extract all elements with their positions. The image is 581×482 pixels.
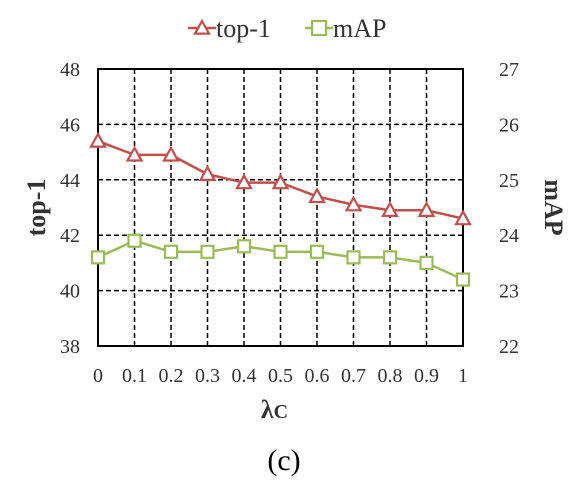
data-point-top-1 [417, 201, 436, 217]
y-axis-right-ticks: 22 23 24 25 26 27 [499, 59, 519, 358]
plot-frame [97, 68, 464, 347]
data-point-top-1 [235, 173, 253, 190]
x-axis-ticks: 0 0.1 0.2 0.3 0.4 0.5 0.6 0.7 0.8 0.9 1 [93, 365, 468, 387]
data-point-map [273, 244, 288, 259]
x-axis-tick-label: 0.7 [341, 365, 366, 387]
x-axis-tick-label: 0.4 [232, 365, 257, 387]
y-axis-right-title: mAP [539, 179, 568, 235]
data-point-top-1 [271, 173, 290, 190]
data-point-map [419, 255, 434, 270]
legend-item-map: mAP [305, 14, 386, 43]
data-point-map [163, 244, 179, 259]
figure-caption: (c) [267, 444, 300, 477]
y-axis-left-tick-label: 46 [60, 114, 80, 136]
y-axis-right-tick-label: 24 [499, 225, 519, 247]
y-axis-right-tick-label: 25 [499, 170, 519, 192]
data-point-map [90, 250, 106, 265]
legend-label-map: mAP [333, 14, 386, 43]
data-point-map [200, 244, 215, 259]
y-axis-left-title: top-1 [22, 179, 51, 237]
data-point-map [309, 244, 325, 259]
data-point-map [346, 250, 361, 265]
data-point-top-1 [198, 164, 217, 181]
x-axis-tick-label: 1 [458, 365, 468, 387]
x-axis-tick-label: 0.6 [305, 365, 330, 387]
x-axis-tick-label: 0.1 [122, 365, 147, 387]
data-point-top-1 [381, 201, 399, 217]
legend: top-1 mAP [188, 14, 386, 43]
x-axis-title-subscript: C [274, 401, 288, 423]
data-point-top-1 [308, 187, 326, 204]
y-axis-right-tick-label: 27 [499, 59, 519, 81]
legend-item-top-1: top-1 [188, 14, 271, 43]
y-axis-left-tick-label: 38 [60, 336, 80, 358]
x-axis-title: λC [261, 395, 288, 424]
y-axis-left-tick-label: 42 [60, 225, 80, 247]
data-point-map [127, 233, 142, 248]
y-axis-right-tick-label: 26 [499, 114, 519, 136]
data-point-map [236, 239, 252, 254]
data-point-top-1 [162, 145, 180, 162]
data-point-top-1 [344, 195, 363, 212]
x-axis-tick-label: 0 [93, 365, 103, 387]
data-point-map [455, 272, 471, 287]
legend-label-top-1: top-1 [216, 14, 271, 43]
legend-square-marker-icon [310, 19, 328, 37]
x-axis-tick-label: 0.2 [159, 365, 184, 387]
gridlines [98, 69, 463, 346]
y-axis-left-ticks: 38 40 42 44 46 48 [60, 59, 80, 358]
x-axis-tick-label: 0.9 [414, 365, 439, 387]
y-axis-right-tick-label: 22 [499, 336, 519, 358]
data-point-map [382, 250, 398, 265]
x-axis-title-main: λ [261, 395, 274, 424]
y-axis-right-tick-label: 23 [499, 281, 519, 303]
y-axis-left-tick-label: 44 [60, 170, 80, 192]
y-axis-left-tick-label: 48 [60, 59, 80, 81]
data-point-top-1 [125, 145, 144, 162]
x-axis-tick-label: 0.8 [378, 365, 403, 387]
legend-triangle-marker-icon [193, 18, 211, 35]
data-point-top-1 [89, 131, 107, 148]
y-axis-left-tick-label: 40 [60, 281, 80, 303]
x-axis-tick-label: 0.3 [195, 365, 220, 387]
series-layer [89, 131, 472, 287]
x-axis-tick-label: 0.5 [268, 365, 293, 387]
data-point-top-1 [454, 209, 472, 226]
